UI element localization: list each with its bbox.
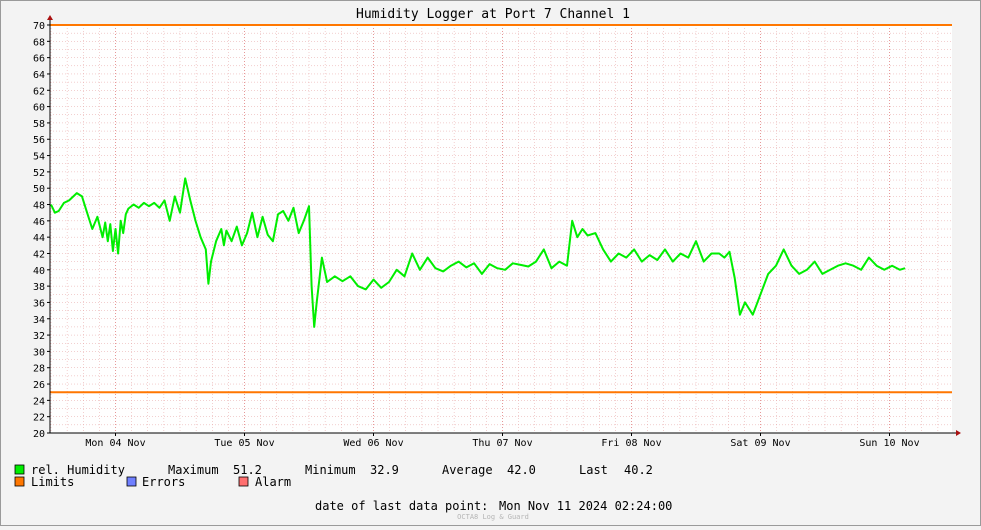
chart-title: Humidity Logger at Port 7 Channel 1 (356, 7, 630, 22)
y-tick-label: 20 (33, 429, 45, 440)
series-line-humidity (50, 177, 906, 328)
y-tick-label: 22 (33, 413, 45, 424)
stats-row: Maximum 51.2 Minimum 32.9 Average 42.0 L… (168, 463, 653, 477)
y-tick-label: 38 (33, 282, 45, 293)
y-tick-label: 44 (33, 233, 45, 244)
legend-item-alarm: Alarm (238, 475, 291, 489)
x-tick-label: Thu 07 Nov (472, 438, 532, 449)
limit-lines (50, 24, 952, 394)
x-tick-label: Wed 06 Nov (343, 438, 403, 449)
stat-maximum-value: 51.2 (233, 463, 262, 477)
y-tick-label: 40 (33, 266, 45, 277)
y-tick-label: 68 (33, 37, 45, 48)
y-tick-label: 30 (33, 347, 45, 358)
legend-label-humidity: rel. Humidity (31, 463, 125, 477)
stat-average-label: Average (442, 463, 493, 477)
x-tick-label: Tue 05 Nov (214, 438, 274, 449)
x-tick-label: Sat 09 Nov (730, 438, 790, 449)
legend-swatch-alarm (238, 476, 249, 487)
y-tick-label: 42 (33, 249, 45, 260)
y-tick-label: 54 (33, 152, 45, 163)
x-tick-label: Sun 10 Nov (859, 438, 919, 449)
x-tick-label: Fri 08 Nov (601, 438, 661, 449)
y-tick-label: 52 (33, 168, 45, 179)
series-layer (50, 177, 906, 328)
y-tick-label: 58 (33, 119, 45, 130)
y-tick-label: 32 (33, 331, 45, 342)
x-axis-arrow (956, 430, 961, 436)
legend-item-limits: Limits (14, 475, 74, 489)
stat-maximum-label: Maximum (168, 463, 219, 477)
legend-item-humidity: rel. Humidity (14, 463, 125, 477)
last-data-point-label: date of last data point: (315, 499, 488, 513)
watermark: OCTA8 Log & Guard (457, 513, 529, 521)
last-data-point-value: Mon Nov 11 2024 02:24:00 (499, 499, 672, 513)
y-tick-label: 48 (33, 201, 45, 212)
y-tick-label: 62 (33, 86, 45, 97)
x-tick-label: Mon 04 Nov (85, 438, 145, 449)
y-tick-label: 66 (33, 54, 45, 65)
y-tick-label: 56 (33, 135, 45, 146)
stat-average-value: 42.0 (507, 463, 536, 477)
legend-item-errors: Errors (126, 475, 185, 489)
legend: rel. Humidity Limits Errors Alarm (14, 463, 291, 489)
legend-swatch-errors (126, 476, 137, 487)
legend-swatch-limits (14, 476, 25, 487)
stat-minimum-label: Minimum (305, 463, 356, 477)
y-tick-label: 28 (33, 364, 45, 375)
stat-last-value: 40.2 (624, 463, 653, 477)
stat-last-label: Last (579, 463, 608, 477)
legend-label-errors: Errors (142, 475, 185, 489)
y-axis-arrow (47, 15, 53, 20)
y-tick-label: 34 (33, 315, 45, 326)
legend-label-alarm: Alarm (255, 475, 291, 489)
y-tick-label: 60 (33, 103, 45, 114)
y-tick-label: 24 (33, 396, 45, 407)
legend-label-limits: Limits (31, 475, 74, 489)
stat-minimum-value: 32.9 (370, 463, 399, 477)
y-tick-label: 64 (33, 70, 45, 81)
y-tick-label: 36 (33, 298, 45, 309)
axes: 20 22 24 26 28 30 32 34 36 38 40 42 44 46 48 50 52 54 56 58… (33, 15, 961, 449)
y-tick-label: 46 (33, 217, 45, 228)
y-tick-label: 50 (33, 184, 45, 195)
legend-swatch-humidity (14, 464, 25, 475)
y-tick-label: 70 (33, 21, 45, 32)
y-tick-label: 26 (33, 380, 45, 391)
